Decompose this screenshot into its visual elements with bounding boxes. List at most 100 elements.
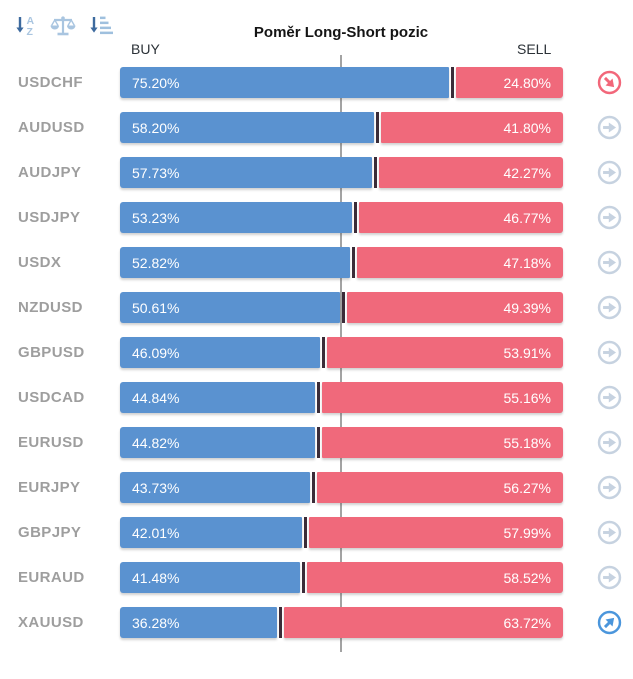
pair-label: AUDJPY [18, 164, 82, 181]
ratio-row: USDJPY 53.23% 46.77% [0, 195, 633, 240]
ratio-bar-track: 53.23% 46.77% [120, 202, 563, 233]
ratio-bar-track: 41.48% 58.52% [120, 562, 563, 593]
sort-toolbar: A Z [12, 13, 114, 39]
sell-value: 41.80% [503, 119, 551, 136]
buy-column-label: BUY [131, 41, 160, 57]
sell-bar: 46.77% [358, 202, 563, 233]
pair-label: EURUSD [18, 434, 84, 451]
bar-divider [316, 382, 320, 413]
pair-label: EURJPY [18, 479, 81, 496]
sort-amount-icon[interactable] [86, 13, 114, 39]
sell-value: 47.18% [503, 254, 551, 271]
buy-bar: 41.48% [120, 562, 300, 593]
sell-value: 58.52% [503, 569, 551, 586]
bar-divider [375, 112, 379, 143]
trend-up-icon[interactable] [596, 609, 623, 636]
buy-bar: 57.73% [120, 157, 372, 188]
pair-label: USDCAD [18, 389, 85, 406]
ratio-row: AUDJPY 57.73% 42.27% [0, 150, 633, 195]
ratio-bar-track: 43.73% 56.27% [120, 472, 563, 503]
ratio-row: EURJPY 43.73% 56.27% [0, 465, 633, 510]
trend-flat-icon[interactable] [596, 564, 623, 591]
trend-flat-icon[interactable] [596, 474, 623, 501]
sell-bar: 24.80% [456, 67, 563, 98]
buy-bar: 46.09% [120, 337, 321, 368]
ratio-row: EURUSD 44.82% 55.18% [0, 420, 633, 465]
ratio-bar-track: 36.28% 63.72% [120, 607, 563, 638]
balance-scale-icon[interactable] [49, 13, 77, 39]
bar-divider [451, 67, 455, 98]
ratio-row: GBPUSD 46.09% 53.91% [0, 330, 633, 375]
trend-flat-icon[interactable] [596, 249, 623, 276]
ratio-row: XAUUSD 36.28% 63.72% [0, 600, 633, 645]
pair-label: AUDUSD [18, 119, 85, 136]
bar-divider [316, 427, 320, 458]
bar-divider [304, 517, 308, 548]
buy-value: 44.82% [132, 434, 180, 451]
svg-text:A: A [27, 15, 35, 27]
sell-value: 53.91% [503, 344, 551, 361]
pair-label: USDCHF [18, 74, 83, 91]
buy-value: 44.84% [132, 389, 180, 406]
buy-value: 50.61% [132, 299, 180, 316]
ratio-bar-track: 44.82% 55.18% [120, 427, 563, 458]
sell-bar: 42.27% [378, 157, 563, 188]
svg-text:Z: Z [27, 26, 34, 38]
bar-divider [301, 562, 305, 593]
ratio-row: USDX 52.82% 47.18% [0, 240, 633, 285]
buy-bar: 44.82% [120, 427, 315, 458]
chart-title: Poměr Long-Short pozic [253, 24, 429, 41]
trend-flat-icon[interactable] [596, 204, 623, 231]
buy-bar: 44.84% [120, 382, 315, 413]
bar-divider [342, 292, 346, 323]
buy-value: 53.23% [132, 209, 180, 226]
buy-value: 58.20% [132, 119, 180, 136]
sort-alphabetical-icon[interactable]: A Z [12, 13, 40, 39]
pair-label: NZDUSD [18, 299, 83, 316]
buy-bar: 36.28% [120, 607, 277, 638]
ratio-bar-track: 46.09% 53.91% [120, 337, 563, 368]
ratio-bar-track: 75.20% 24.80% [120, 67, 563, 98]
sell-bar: 53.91% [327, 337, 563, 368]
buy-bar: 53.23% [120, 202, 352, 233]
bar-divider [311, 472, 315, 503]
pair-label: GBPUSD [18, 344, 85, 361]
buy-value: 36.28% [132, 614, 180, 631]
ratio-row: NZDUSD 50.61% 49.39% [0, 285, 633, 330]
buy-value: 41.48% [132, 569, 180, 586]
sell-value: 42.27% [503, 164, 551, 181]
trend-flat-icon[interactable] [596, 114, 623, 141]
sell-bar: 55.18% [321, 427, 563, 458]
buy-value: 43.73% [132, 479, 180, 496]
trend-flat-icon[interactable] [596, 159, 623, 186]
sell-bar: 49.39% [347, 292, 563, 323]
trend-flat-icon[interactable] [596, 519, 623, 546]
sell-bar: 58.52% [306, 562, 563, 593]
sell-value: 55.16% [503, 389, 551, 406]
buy-value: 46.09% [132, 344, 180, 361]
sell-bar: 56.27% [316, 472, 563, 503]
buy-bar: 43.73% [120, 472, 310, 503]
buy-bar: 58.20% [120, 112, 374, 143]
ratio-row: USDCAD 44.84% 55.16% [0, 375, 633, 420]
bar-divider [351, 247, 355, 278]
trend-flat-icon[interactable] [596, 384, 623, 411]
sell-column-label: SELL [517, 41, 552, 57]
ratio-rows: USDCHF 75.20% 24.80% AUDUSD 58.20% [0, 60, 633, 645]
ratio-bar-track: 57.73% 42.27% [120, 157, 563, 188]
trend-flat-icon[interactable] [596, 339, 623, 366]
ratio-bar-track: 44.84% 55.16% [120, 382, 563, 413]
trend-flat-icon[interactable] [596, 294, 623, 321]
trend-down-icon[interactable] [596, 69, 623, 96]
bar-divider [373, 157, 377, 188]
ratio-bar-track: 58.20% 41.80% [120, 112, 563, 143]
trend-flat-icon[interactable] [596, 429, 623, 456]
buy-value: 75.20% [132, 74, 180, 91]
sell-value: 63.72% [503, 614, 551, 631]
sell-value: 49.39% [503, 299, 551, 316]
sell-bar: 41.80% [380, 112, 563, 143]
ratio-row: GBPJPY 42.01% 57.99% [0, 510, 633, 555]
sell-value: 57.99% [503, 524, 551, 541]
sell-value: 24.80% [503, 74, 551, 91]
